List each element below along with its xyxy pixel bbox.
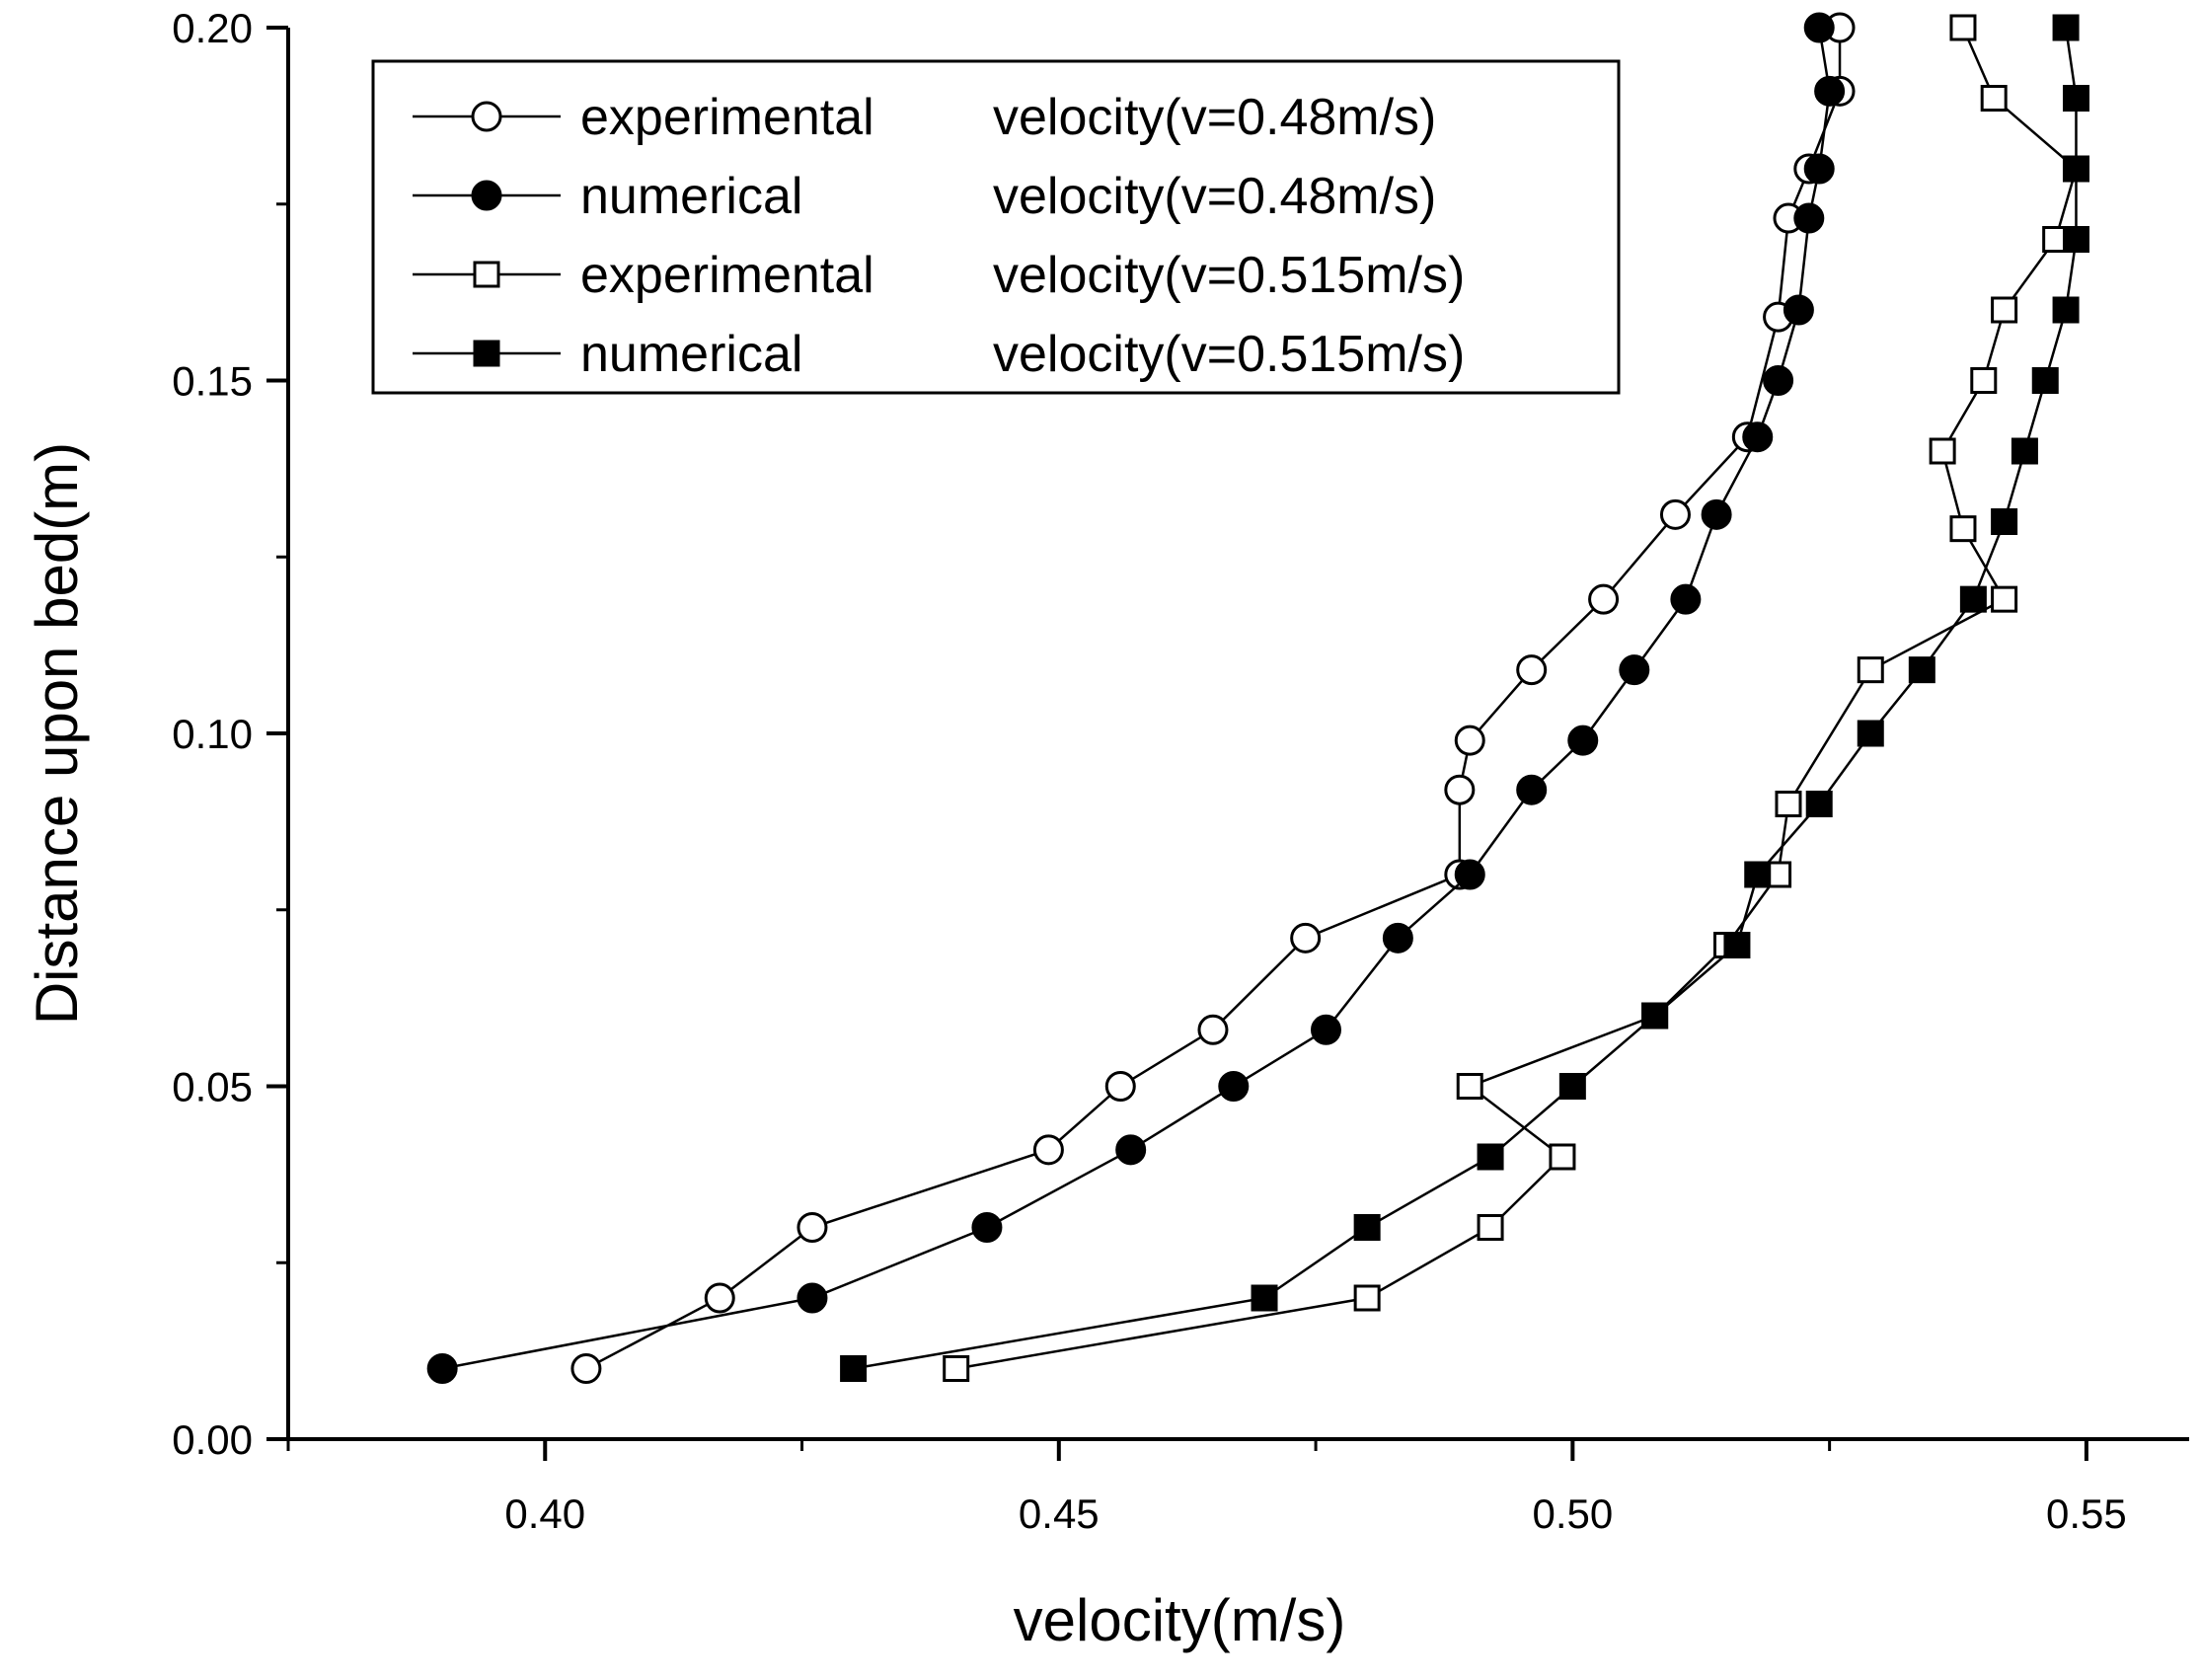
legend-marker: [471, 180, 502, 211]
legend: experimental velocity(v=0.48m/s) numerical…: [371, 59, 1621, 395]
data-point: [1197, 1014, 1229, 1045]
x-tick-label: 0.50: [1532, 1490, 1613, 1537]
data-point: [1857, 720, 1884, 747]
series-3: [840, 14, 2089, 1382]
data-point: [1382, 922, 1413, 954]
data-point: [1991, 585, 2018, 613]
data-point: [1115, 1134, 1147, 1166]
y-tick-label: 0.05: [172, 1064, 253, 1110]
legend-name: numerical: [580, 168, 802, 225]
data-point: [1641, 1002, 1669, 1030]
legend-label: velocity(v=0.48m/s): [993, 168, 1436, 225]
data-point: [1783, 294, 1814, 326]
series-2: [943, 14, 2089, 1382]
data-point: [943, 1355, 970, 1382]
data-point: [1218, 1071, 1250, 1102]
data-point: [1477, 1143, 1504, 1171]
data-point: [1310, 1014, 1341, 1045]
data-point: [1353, 1284, 1381, 1312]
x-tick-label: 0.45: [1019, 1490, 1100, 1537]
data-point: [971, 1212, 1003, 1243]
data-point: [1775, 791, 1802, 817]
data-point: [2052, 14, 2080, 41]
data-point: [1659, 498, 1691, 530]
data-point: [1742, 421, 1774, 453]
data-point: [1454, 725, 1485, 756]
data-point: [1670, 583, 1702, 615]
data-point: [2052, 296, 2080, 324]
data-point: [797, 1212, 828, 1243]
data-point: [1251, 1284, 1278, 1312]
data-point: [1908, 656, 1935, 684]
data-point: [1588, 583, 1620, 615]
data-point: [840, 1355, 868, 1382]
data-point: [1353, 1214, 1381, 1241]
data-point: [1549, 1143, 1576, 1171]
legend-marker: [473, 261, 500, 288]
data-point: [1803, 12, 1835, 43]
data-point: [1444, 774, 1476, 805]
legend-marker: [473, 340, 500, 367]
legend-name: experimental: [580, 89, 874, 146]
data-point: [1991, 296, 2018, 324]
data-point: [1619, 654, 1650, 686]
y-tick-label: 0.20: [172, 5, 253, 51]
x-tick-label: 0.40: [504, 1490, 585, 1537]
data-point: [1104, 1071, 1136, 1102]
data-point: [1949, 14, 1977, 41]
data-point: [1814, 75, 1846, 107]
data-point: [704, 1282, 735, 1314]
data-point: [1456, 1073, 1483, 1100]
data-point: [1454, 859, 1485, 890]
x-axis-title: velocity(m/s): [1014, 1587, 1346, 1653]
data-point: [2062, 155, 2089, 183]
data-point: [1959, 585, 1987, 613]
data-point: [1723, 932, 1751, 958]
data-point: [1701, 498, 1732, 530]
data-point: [570, 1353, 602, 1384]
data-point: [426, 1353, 458, 1384]
data-point: [1991, 508, 2018, 535]
data-point: [2011, 437, 2038, 465]
data-point: [1516, 654, 1548, 686]
data-point: [1032, 1134, 1064, 1166]
series-1: [426, 12, 1846, 1384]
data-point: [1805, 791, 1833, 817]
data-point: [1857, 656, 1884, 684]
data-point: [1477, 1214, 1504, 1241]
data-point: [1803, 153, 1835, 185]
series-line: [441, 27, 1831, 1370]
data-point: [1980, 85, 2008, 112]
legend-marker: [471, 101, 502, 132]
data-point: [1567, 725, 1599, 756]
data-point: [1970, 367, 1998, 394]
data-point: [1558, 1073, 1586, 1100]
legend-box: [371, 59, 1621, 395]
data-point: [1744, 861, 1772, 888]
data-point: [797, 1282, 828, 1314]
x-tick-label: 0.55: [2046, 1490, 2127, 1537]
axes: 0.40 0.45 0.50 0.55 0.00 0.05 0.10 0.15 0.20: [172, 5, 2189, 1537]
data-point: [2031, 367, 2059, 394]
y-tick-label: 0.10: [172, 711, 253, 757]
data-point: [2062, 85, 2089, 112]
y-axis-title: Distance upon bed(m): [24, 442, 90, 1025]
data-point: [1793, 202, 1825, 234]
legend-name: experimental: [580, 247, 874, 304]
y-tick-label: 0.00: [172, 1416, 253, 1463]
legend-label: velocity(v=0.48m/s): [993, 89, 1436, 146]
data-point: [2062, 226, 2089, 253]
data-point: [1763, 365, 1794, 396]
data-point: [1290, 922, 1322, 954]
series-layer: [426, 12, 2089, 1384]
legend-label: velocity(v=0.515m/s): [993, 326, 1465, 383]
legend-label: velocity(v=0.515m/s): [993, 247, 1465, 304]
data-point: [1949, 515, 1977, 543]
y-tick-label: 0.15: [172, 358, 253, 405]
data-point: [1929, 437, 1956, 465]
data-point: [1516, 774, 1548, 805]
legend-name: numerical: [580, 326, 802, 383]
